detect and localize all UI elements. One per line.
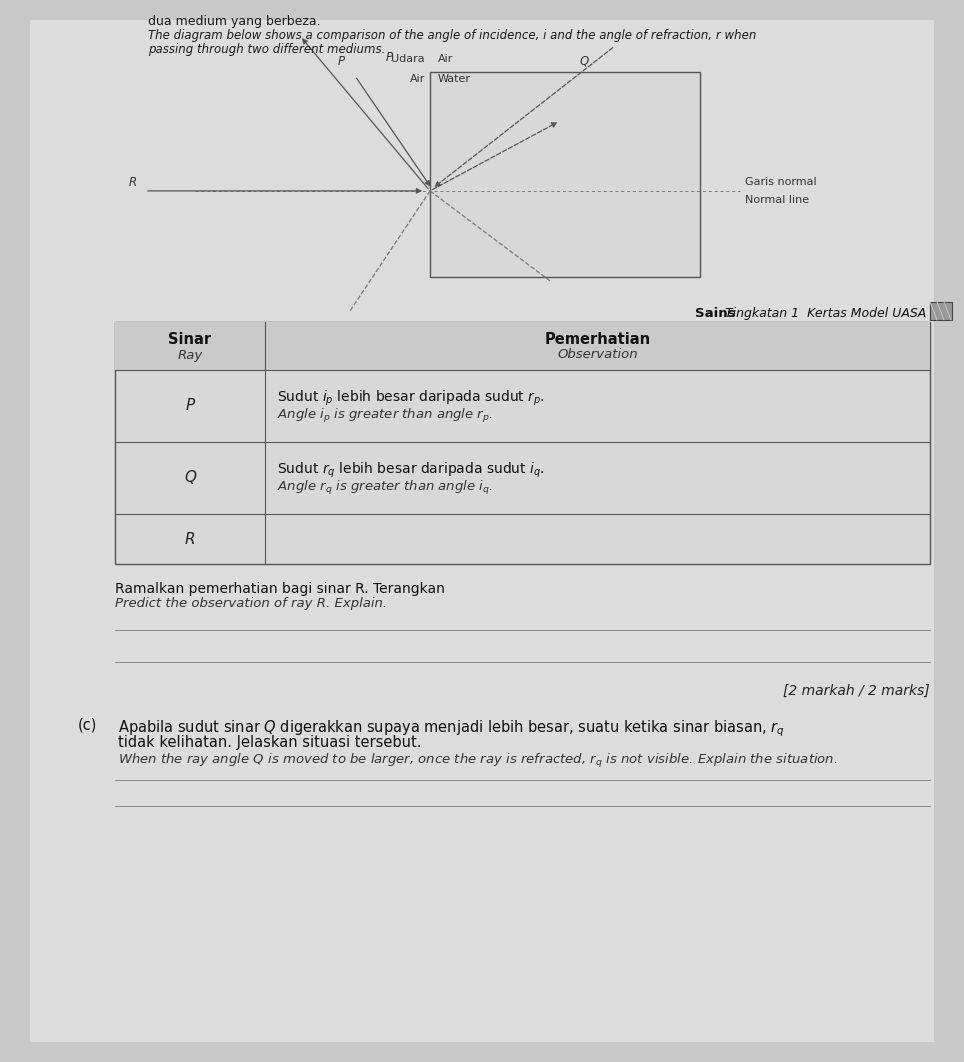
Text: R: R	[129, 176, 137, 189]
Text: P: P	[337, 55, 345, 68]
Text: passing through two different mediums.: passing through two different mediums.	[148, 42, 386, 56]
Bar	[115, 322, 930, 564]
Bar	[430, 72, 700, 277]
Text: P.: P.	[386, 51, 395, 64]
Bar	[115, 322, 930, 370]
Text: Observation: Observation	[557, 348, 638, 361]
Text: P: P	[185, 398, 195, 413]
Text: Sains: Sains	[695, 307, 736, 320]
Text: tidak kelihatan. Jelaskan situasi tersebut.: tidak kelihatan. Jelaskan situasi terseb…	[118, 735, 421, 750]
Text: Water: Water	[438, 74, 471, 84]
Text: Angle $i_p$ is greater than angle $r_p$.: Angle $i_p$ is greater than angle $r_p$.	[277, 407, 494, 425]
Text: Normal line: Normal line	[745, 195, 809, 205]
Text: Sinar: Sinar	[169, 331, 211, 346]
Text: Predict the observation of ray R. Explain.: Predict the observation of ray R. Explai…	[115, 597, 388, 610]
Bar	[930, 302, 952, 320]
Text: Ray: Ray	[177, 348, 202, 361]
Text: dua medium yang berbeza.: dua medium yang berbeza.	[148, 15, 321, 28]
Text: Angle $r_q$ is greater than angle $i_q$.: Angle $r_q$ is greater than angle $i_q$.	[277, 479, 494, 497]
Text: The diagram below shows a comparison of the angle of incidence, i and the angle : The diagram below shows a comparison of …	[148, 29, 757, 42]
Text: Air: Air	[438, 54, 453, 64]
Text: Udara: Udara	[391, 54, 425, 64]
Text: Q: Q	[580, 54, 589, 67]
Text: Ramalkan pemerhatian bagi sinar R. Terangkan: Ramalkan pemerhatian bagi sinar R. Teran…	[115, 582, 444, 596]
Text: Tingkatan 1  Kertas Model UASA 3: Tingkatan 1 Kertas Model UASA 3	[725, 307, 938, 320]
Text: [2 markah / 2 marks]: [2 markah / 2 marks]	[784, 684, 930, 698]
Text: R: R	[185, 531, 196, 547]
Text: Air: Air	[410, 74, 425, 84]
Text: Pemerhatian: Pemerhatian	[545, 331, 651, 346]
Text: Apabila sudut sinar $Q$ digerakkan supaya menjadi lebih besar, suatu ketika sina: Apabila sudut sinar $Q$ digerakkan supay…	[118, 718, 785, 738]
Text: When the ray angle $Q$ is moved to be larger, once the ray is refracted, $r_q$ i: When the ray angle $Q$ is moved to be la…	[118, 752, 838, 770]
Text: Q: Q	[184, 470, 196, 485]
Text: Garis normal: Garis normal	[745, 177, 817, 187]
Text: (c): (c)	[78, 718, 97, 733]
Text: Sudut $i_p$ lebih besar daripada sudut $r_p$.: Sudut $i_p$ lebih besar daripada sudut $…	[277, 389, 545, 408]
Text: Sudut $r_q$ lebih besar daripada sudut $i_q$.: Sudut $r_q$ lebih besar daripada sudut $…	[277, 460, 545, 480]
